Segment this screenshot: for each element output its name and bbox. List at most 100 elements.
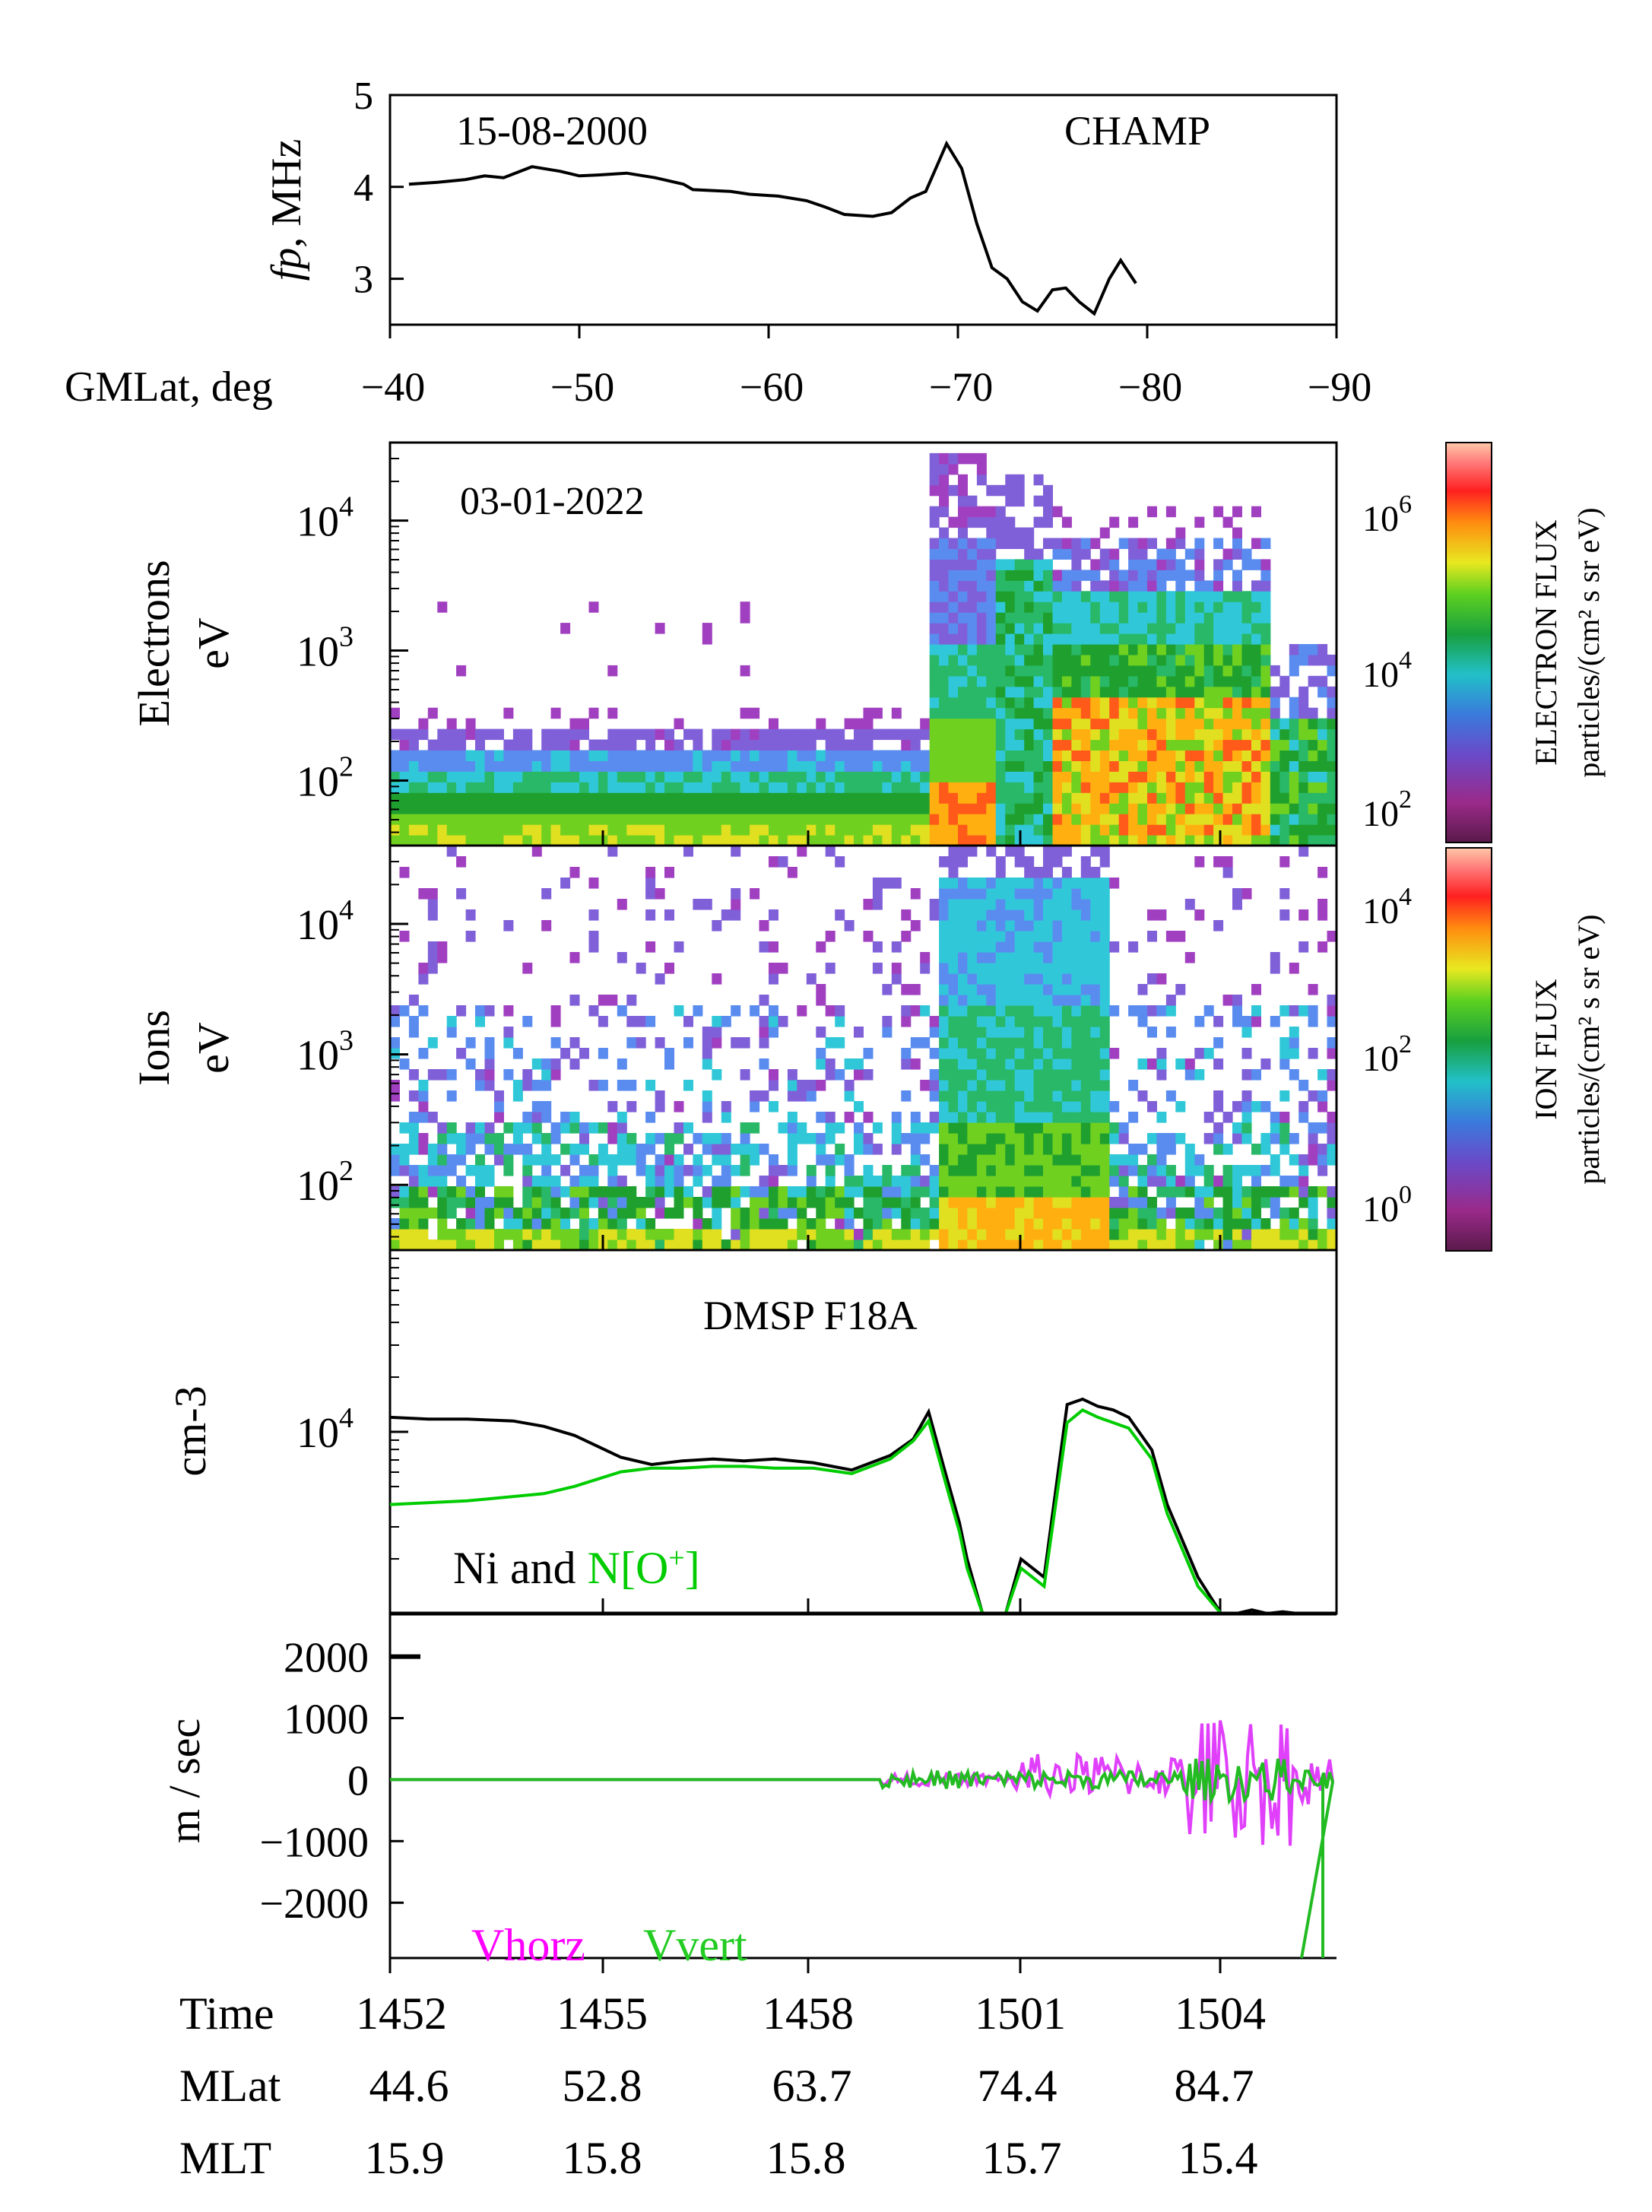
electron-cell [901,728,912,741]
ion-cell [1043,1208,1053,1219]
ion-cell [1222,1229,1233,1240]
electron-cell [1184,835,1195,846]
ion-cell [1052,1122,1063,1134]
ion-cell [740,1165,750,1176]
electron-cell [1052,760,1063,772]
ion-cell [835,1197,845,1208]
electron-cell [958,814,968,825]
ion-cell [816,1229,826,1240]
ion-cell [797,1208,807,1219]
electron-cell [948,697,959,709]
ion-cell [1052,1080,1063,1091]
electron-cell [1109,739,1120,751]
ion-cell [844,1218,855,1230]
electron-cell [740,782,750,793]
ion-cell [1118,1176,1129,1187]
electron-cell [1194,792,1205,804]
ion-cell [484,1218,495,1230]
ion-cell [1014,1037,1025,1049]
electron-cell [948,548,959,560]
ion-cell [1061,1176,1072,1187]
electron-cell [1147,750,1157,761]
ion-cell [797,1186,807,1198]
electron-cell [1080,760,1091,772]
electron-cell [825,803,836,814]
ion-cell [1043,1176,1053,1187]
electron-cell [1061,718,1072,730]
ion-cell [1014,1197,1025,1208]
ion-cell [1005,1048,1016,1059]
electron-cell [844,814,855,825]
electron-cell [503,803,514,814]
electron-cell [408,728,419,741]
electron-cell [1213,686,1224,698]
ion-cell [531,1122,542,1134]
electron-cell [948,580,959,592]
ion-cell [1194,1048,1205,1059]
ion-cell [437,1133,448,1144]
ion-cell [1080,973,1091,985]
ion-cell [475,1176,485,1187]
ion-cell [1043,1090,1053,1102]
electron-cell [636,824,646,836]
electron-cell [1147,803,1157,814]
electron-cell [1033,760,1044,772]
electron-cell [1061,644,1072,655]
electron-cell [958,570,968,581]
ion-cell [1128,1186,1139,1198]
electron-cell [1156,580,1167,592]
electron-cell [759,835,769,846]
ion-cell [1024,1101,1035,1112]
electron-cell [939,591,950,602]
ion-cell [1194,1229,1205,1240]
ion-cell [1090,1090,1101,1102]
electron-cell [1109,601,1120,613]
ion-cell [1071,984,1082,995]
ion-cell [579,1208,589,1219]
ion-cell [1175,1101,1186,1112]
electron-cell [872,707,883,719]
ion-cell [674,1208,684,1219]
electron-cell [1251,506,1261,518]
electron-cell [1147,633,1157,645]
electron-cell [1222,760,1233,772]
ion-cell [1005,899,1016,910]
ion-cell [1118,1208,1129,1219]
electron-cell [1071,835,1082,846]
electron-cell [1260,538,1271,549]
electron-cell [1080,538,1091,549]
ion-cell [1289,1208,1299,1219]
electron-cell [995,506,1006,518]
ion-cell [484,1133,495,1144]
ion-cell [872,941,883,953]
ion-cell [1024,1239,1035,1251]
electron-cell [1137,686,1148,698]
electron-cell [967,814,978,825]
electron-cell [1090,814,1101,825]
ion-cell [579,1218,589,1230]
electron-cell [1184,548,1195,560]
electron-cell [1024,559,1035,570]
ion-cell [995,1239,1006,1251]
ion-cell [986,1122,997,1134]
electron-cell [967,559,978,570]
electron-cell [1175,570,1186,581]
electron-cell [399,824,410,836]
ion-cell [986,995,997,1006]
electron-cell [920,824,931,836]
ion-cell [1137,1005,1148,1017]
ion-cell [1156,1144,1167,1155]
electron-cell [1118,686,1129,698]
electron-cell [891,760,902,772]
electron-cell [399,760,410,772]
ion-cell [1147,909,1157,921]
ion-cell [939,1176,950,1187]
ion-cell [1241,1208,1252,1219]
ion-cell [1071,1122,1082,1134]
electron-cell [1165,750,1176,761]
ion-cell [1099,1218,1110,1230]
ion-cell [399,1218,410,1230]
ion-cell [948,931,959,942]
electron-cell [939,824,950,836]
